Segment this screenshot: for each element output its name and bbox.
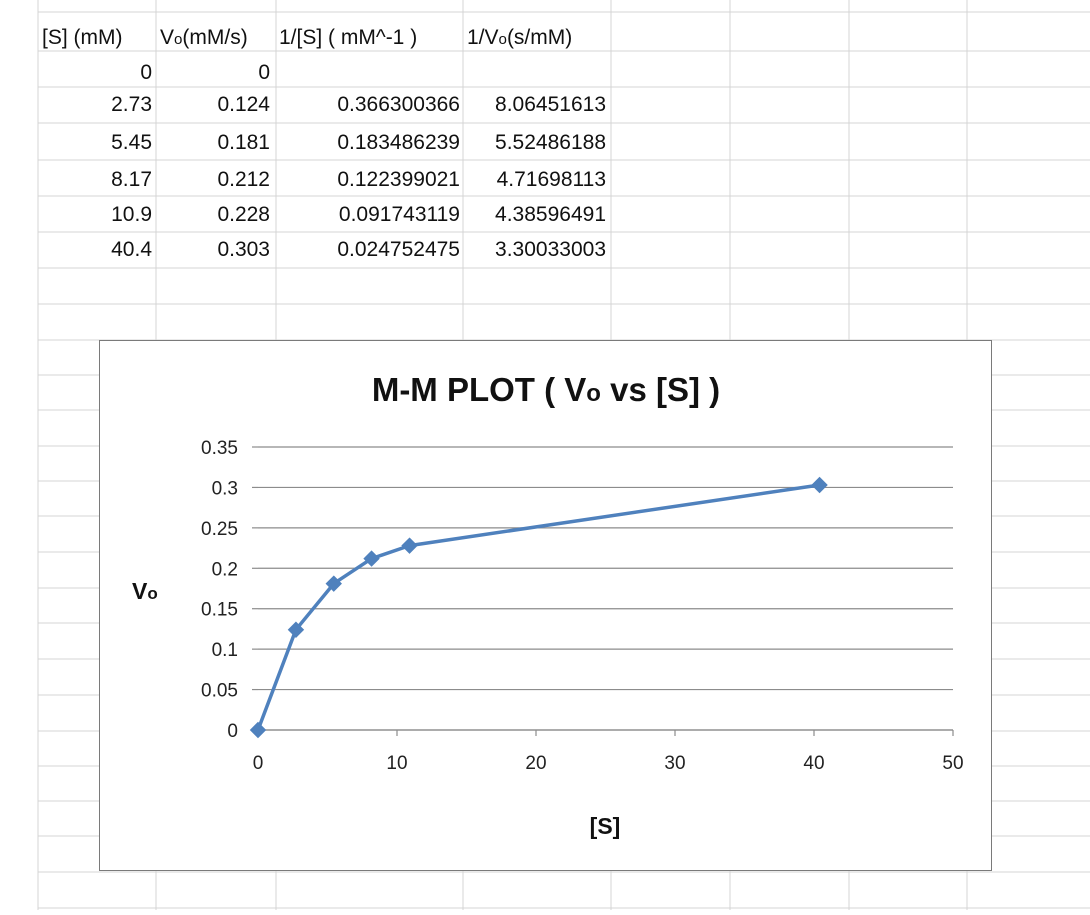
data-point-4 <box>401 537 418 554</box>
cell-inverse-s-row2[interactable]: 0.366300366 <box>337 93 460 116</box>
header-cell-s[interactable]: [S] (mM) <box>42 26 123 49</box>
header-vo-main: V <box>160 26 175 49</box>
y-axis-label-main: V <box>132 578 148 604</box>
x-tick-label-1: 10 <box>386 753 407 774</box>
cell-inverse-s-row4[interactable]: 0.122399021 <box>337 168 460 191</box>
cell-inverse-s-row3[interactable]: 0.183486239 <box>337 131 460 154</box>
header-inverse-vo-tail: (s/mM) <box>506 26 573 49</box>
data-point-0 <box>249 721 267 739</box>
y-tick-label-7: 0.35 <box>201 438 238 459</box>
cell-s-row2[interactable]: 2.73 <box>111 93 152 116</box>
cell-inverse-s-row6[interactable]: 0.024752475 <box>337 238 460 261</box>
y-tick-label-6: 0.3 <box>212 478 238 499</box>
y-tick-label-0: 0 <box>227 721 238 742</box>
x-tick-label-2: 20 <box>525 753 546 774</box>
cell-vo-row4[interactable]: 0.212 <box>217 168 270 191</box>
cell-inverse-vo-row2[interactable]: 8.06451613 <box>495 93 606 116</box>
cell-s-row6[interactable]: 40.4 <box>111 238 152 261</box>
x-tick-label-5: 50 <box>942 753 963 774</box>
header-vo-sub: o <box>174 31 183 48</box>
chart-title: M-M PLOT ( Vo vs [S] ) <box>372 371 720 408</box>
y-axis-label: Vo <box>132 578 158 604</box>
cell-s-row1[interactable]: 0 <box>140 61 152 84</box>
cell-inverse-vo-row4[interactable]: 4.71698113 <box>496 168 606 191</box>
y-tick-label-3: 0.15 <box>201 600 238 621</box>
cell-inverse-s-row1[interactable] <box>278 58 460 87</box>
chart-plot-area: M-M PLOT ( Vo vs [S] ) Vo [S] 00.050.10.… <box>132 371 964 839</box>
header-inverse-vo-main: 1/V <box>467 26 499 49</box>
cell-s-row4[interactable]: 8.17 <box>111 168 152 191</box>
cell-vo-row3[interactable]: 0.181 <box>217 131 270 154</box>
data-point-1 <box>287 621 305 638</box>
y-axis-label-sub: o <box>147 584 157 603</box>
cell-inverse-vo-row5[interactable]: 4.38596491 <box>495 203 606 226</box>
cell-inverse-vo-row1[interactable] <box>464 58 606 87</box>
data-point-3 <box>363 550 380 567</box>
series-line-0 <box>256 483 820 731</box>
header-cell-vo[interactable]: Vo(mM/s) <box>160 23 274 52</box>
y-tick-label-5: 0.25 <box>201 519 238 540</box>
header-cell-inverse-s[interactable]: 1/[S] ( mM^-1 ) <box>279 26 418 49</box>
y-tick-label-4: 0.2 <box>212 559 238 580</box>
cell-inverse-vo-row6[interactable]: 3.30033003 <box>495 238 606 261</box>
x-tick-label-3: 30 <box>664 753 685 774</box>
cell-s-row3[interactable]: 5.45 <box>111 131 152 154</box>
cell-vo-row6[interactable]: 0.303 <box>217 238 270 261</box>
x-tick-label-4: 40 <box>803 753 824 774</box>
chart-title-sub: o <box>586 380 601 407</box>
cell-inverse-s-row5[interactable]: 0.091743119 <box>338 203 460 226</box>
x-axis-label: [S] <box>590 813 621 839</box>
data-point-2 <box>325 575 342 592</box>
data-point-5 <box>811 476 828 494</box>
cell-s-row5[interactable]: 10.9 <box>111 203 152 226</box>
y-tick-label-2: 0.1 <box>212 640 238 661</box>
cell-vo-row1[interactable]: 0 <box>258 61 270 84</box>
x-tick-label-0: 0 <box>253 753 264 774</box>
cell-vo-row5[interactable]: 0.228 <box>217 203 270 226</box>
header-vo-tail: (mM/s) <box>182 26 248 49</box>
cell-vo-row2[interactable]: 0.124 <box>217 93 270 116</box>
header-inverse-vo-sub: o <box>498 31 507 48</box>
y-tick-label-1: 0.05 <box>201 681 238 702</box>
chart-title-tail: vs [S] ) <box>601 371 720 408</box>
cell-inverse-vo-row3[interactable]: 5.52486188 <box>495 131 606 154</box>
chart-object[interactable]: M-M PLOT ( Vo vs [S] ) Vo [S] 0 0.05 0.1 0.… <box>99 340 992 871</box>
chart-title-main: M-M PLOT ( V <box>372 371 586 408</box>
header-cell-inverse-vo[interactable]: 1/Vo(s/mM) <box>467 23 609 52</box>
